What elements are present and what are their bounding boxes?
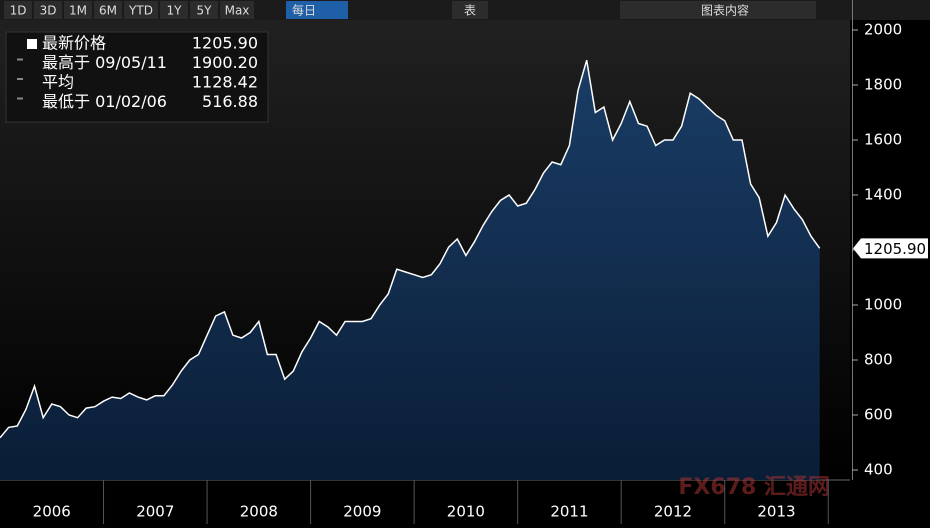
x-tick-label: 2011 <box>550 503 588 521</box>
x-tick-label: 2012 <box>654 503 692 521</box>
area <box>0 60 820 480</box>
content-button[interactable] <box>620 1 816 19</box>
y-tick-label: 1600 <box>864 130 902 148</box>
stat-label: 最新价格 <box>42 34 106 53</box>
price-line <box>0 59 821 439</box>
toolbar-button[interactable] <box>124 1 158 19</box>
frequency-button[interactable] <box>286 1 348 19</box>
table-button[interactable] <box>452 1 488 19</box>
stats-box <box>5 31 269 123</box>
x-tick-label: 2006 <box>33 503 71 521</box>
table-label[interactable]: 表 <box>464 4 476 18</box>
stat-label: 最低于 01/02/06 <box>42 92 167 111</box>
x-tick-label: 2007 <box>136 503 174 521</box>
watermark: FX678 汇通网 <box>678 475 830 500</box>
y-tick-label: 1000 <box>864 295 902 313</box>
stat-label: 平均 <box>42 73 74 92</box>
toolbar-button[interactable] <box>94 1 122 19</box>
y-tick-label: 800 <box>864 350 893 368</box>
x-tick-label: 2010 <box>447 503 485 521</box>
toolbar-button-label[interactable]: 1Y <box>167 4 183 18</box>
stat-label: 最高于 09/05/11 <box>42 53 167 72</box>
toolbar-button[interactable] <box>190 1 218 19</box>
toolbar-button-label[interactable]: 1M <box>69 4 87 18</box>
y-tick-label: 600 <box>864 405 893 423</box>
x-tick-label: 2008 <box>240 503 278 521</box>
y-tick-label: 1400 <box>864 185 902 203</box>
y-tick-label: 1800 <box>864 75 902 93</box>
content-label[interactable]: 图表内容 <box>701 3 749 18</box>
x-axis-band <box>0 480 850 524</box>
x-tick-label: 2013 <box>757 503 795 521</box>
toolbar-button[interactable] <box>64 1 92 19</box>
toolbar-button-label[interactable]: 1D <box>10 4 27 18</box>
stat-value: 1900.20 <box>192 53 258 72</box>
y-tick-label: 2000 <box>864 20 902 38</box>
toolbar-button-label[interactable]: 3D <box>40 4 57 18</box>
toolbar-button[interactable] <box>4 1 32 19</box>
toolbar-button[interactable] <box>34 1 62 19</box>
toolbar-button[interactable] <box>160 1 188 19</box>
y-axis-line <box>852 0 853 480</box>
stat-value: 516.88 <box>202 92 258 111</box>
stat-value: 1128.42 <box>192 73 258 92</box>
stat-marker <box>17 78 23 80</box>
x-tick-label: 2009 <box>343 503 381 521</box>
toolbar-button-label[interactable]: 5Y <box>197 4 213 18</box>
last-price-tag <box>853 238 928 259</box>
y-tick-label: 400 <box>864 460 893 478</box>
toolbar-button-label[interactable]: Max <box>225 4 250 18</box>
stat-marker <box>17 58 23 61</box>
stat-marker <box>27 39 37 49</box>
frequency-label[interactable]: 每日 <box>292 3 316 18</box>
last-price-label: 1205.90 <box>864 240 926 258</box>
toolbar-button[interactable] <box>220 1 254 19</box>
toolbar-button-label[interactable]: 6M <box>99 4 117 18</box>
stat-marker <box>17 97 23 100</box>
toolbar-button-label[interactable]: YTD <box>128 4 153 18</box>
stat-value: 1205.90 <box>192 34 258 53</box>
